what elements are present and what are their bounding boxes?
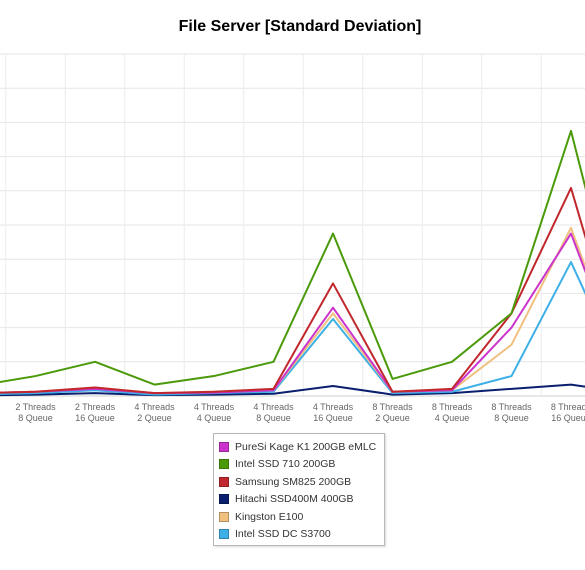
chart-title: File Server [Standard Deviation] xyxy=(178,18,422,35)
x-tick-label: 4 Threads xyxy=(194,402,235,412)
legend-item: Intel SSD DC S3700 xyxy=(219,526,384,544)
x-tick-label: 16 Queue xyxy=(313,413,353,423)
x-tick-label: 2 Queue xyxy=(375,413,410,423)
x-tick-label: 4 Queue xyxy=(435,413,470,423)
series-lines xyxy=(0,129,585,397)
legend-label: PureSi Kage K1 200GB eMLC xyxy=(235,440,377,453)
legend-swatch xyxy=(219,459,229,470)
x-tick-label: 8 Threads xyxy=(432,402,473,412)
x-tick-label: 8 Queue xyxy=(494,413,529,423)
x-tick-label: 8 Threads xyxy=(551,402,585,412)
series-line xyxy=(0,261,585,396)
legend-item: Hitachi SSD400M 400GB xyxy=(219,491,384,509)
legend-label: Intel SSD 710 200GB xyxy=(235,458,336,471)
x-tick-label: 16 Queue xyxy=(551,413,585,423)
legend-label: Hitachi SSD400M 400GB xyxy=(235,493,354,506)
series-line xyxy=(0,129,585,386)
legend-swatch xyxy=(219,529,229,540)
x-tick-label: 2 Threads xyxy=(15,402,56,412)
x-tick-label: 16 Queue xyxy=(75,413,115,423)
legend-item: Intel SSD 710 200GB xyxy=(219,456,384,474)
x-tick-label: 8 Threads xyxy=(491,402,532,412)
grid xyxy=(0,53,585,397)
x-tick-label: 4 Queue xyxy=(197,413,232,423)
x-tick-label: 8 Queue xyxy=(18,413,53,423)
series-line xyxy=(0,232,585,395)
legend-item: Samsung SM825 200GB xyxy=(219,473,384,491)
x-tick-label: 2 Threads xyxy=(75,402,116,412)
legend-swatch xyxy=(219,441,229,452)
x-tick-label: 4 Threads xyxy=(253,402,294,412)
x-tick-label: 2 Queue xyxy=(137,413,172,423)
x-tick-label: 8 Queue xyxy=(256,413,291,423)
series-line xyxy=(0,186,585,395)
series-line xyxy=(0,383,585,397)
legend-label: Kingston E100 xyxy=(235,510,304,523)
legend-swatch xyxy=(219,494,229,505)
x-tick-label: 4 Threads xyxy=(313,402,354,412)
x-tick-label: 4 Threads xyxy=(134,402,175,412)
legend-swatch xyxy=(219,511,229,522)
legend-item: Kingston E100 xyxy=(219,508,384,526)
legend-label: Intel SSD DC S3700 xyxy=(235,528,331,541)
x-tick-label: 8 Threads xyxy=(372,402,413,412)
legend-item: PureSi Kage K1 200GB eMLC xyxy=(219,438,384,456)
legend-label: Samsung SM825 200GB xyxy=(235,475,352,488)
legend: PureSi Kage K1 200GB eMLC Intel SSD 710 2… xyxy=(213,433,385,546)
legend-swatch xyxy=(219,476,229,487)
